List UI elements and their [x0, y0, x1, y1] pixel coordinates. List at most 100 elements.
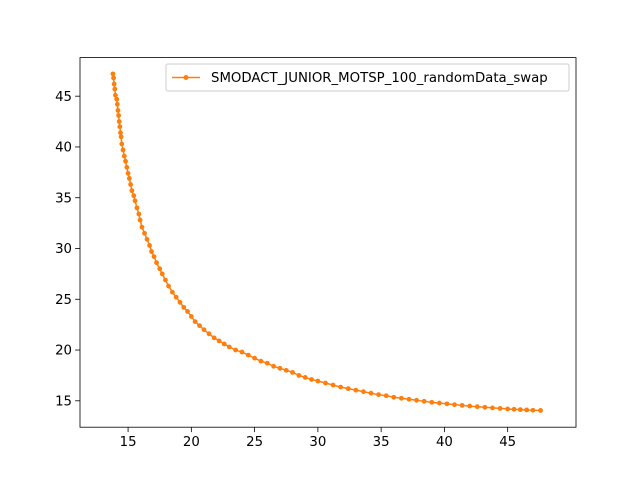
data-point [157, 266, 163, 272]
data-point [406, 396, 412, 402]
data-point [114, 101, 120, 107]
data-point [131, 193, 137, 199]
legend-label: SMODACT_JUNIOR_MOTSP_100_randomData_swap [211, 71, 548, 86]
data-point [111, 75, 116, 81]
data-point [192, 319, 198, 324]
data-point [115, 108, 121, 113]
data-point [309, 377, 314, 382]
y-tick-label: 20 [55, 344, 72, 359]
data-point [154, 260, 159, 266]
data-point [524, 407, 530, 413]
data-point [429, 399, 435, 405]
data-point [118, 134, 124, 140]
y-tick-label: 15 [55, 395, 72, 410]
y-tick-label: 30 [55, 242, 72, 257]
data-point [517, 407, 523, 413]
x-tick-label: 45 [499, 435, 516, 450]
data-point [166, 283, 171, 289]
x-axis: 15 20 25 30 35 40 45 [120, 427, 516, 450]
data-point [181, 304, 187, 310]
data-point [144, 236, 150, 242]
data-point [206, 331, 212, 337]
data-point [245, 352, 251, 358]
data-point [120, 147, 126, 153]
data-point [511, 406, 517, 412]
data-point [376, 392, 382, 398]
data-point [414, 397, 419, 403]
x-tick-label: 30 [309, 435, 326, 450]
data-point [421, 398, 427, 404]
data-point [361, 389, 366, 395]
data-point [136, 211, 142, 217]
data-point [188, 314, 194, 319]
data-point [368, 390, 374, 396]
data-point [185, 309, 190, 314]
data-point [452, 402, 457, 408]
data-point [233, 347, 239, 353]
data-point [110, 71, 116, 77]
data-point [113, 92, 118, 98]
data-point [323, 380, 328, 386]
y-tick-label: 40 [55, 141, 72, 156]
data-point [149, 249, 154, 254]
data-point [315, 378, 321, 384]
data-point [338, 384, 344, 390]
data-point [123, 158, 128, 164]
data-point [137, 217, 143, 223]
data-point [177, 299, 183, 305]
data-point [283, 367, 289, 373]
data-point [169, 289, 175, 295]
legend-marker-swatch [183, 75, 189, 80]
x-tick-label: 40 [436, 435, 453, 450]
data-point [139, 224, 145, 230]
data-point [398, 395, 404, 401]
data-point [126, 176, 132, 181]
y-tick-label: 25 [55, 293, 72, 308]
data-point [391, 394, 397, 400]
data-point [116, 113, 121, 118]
data-point [163, 277, 168, 283]
data-point [490, 405, 495, 411]
data-point [111, 81, 117, 87]
x-tick-label: 25 [246, 435, 263, 450]
data-point [264, 360, 270, 366]
data-point [505, 406, 511, 412]
x-tick-label: 20 [183, 435, 200, 450]
data-point [128, 182, 134, 187]
legend: SMODACT_JUNIOR_MOTSP_100_randomData_swap [165, 63, 570, 92]
y-tick-label: 35 [55, 191, 72, 206]
data-point [239, 349, 245, 355]
legend-box [165, 63, 570, 92]
series-layer [110, 71, 543, 413]
plot-area-frame [79, 57, 577, 428]
data-point [258, 358, 264, 364]
data-point [482, 404, 488, 410]
data-point [119, 141, 125, 147]
data-point [538, 408, 543, 413]
data-point [271, 363, 276, 369]
y-axis: 15 20 25 30 35 40 45 [55, 90, 80, 410]
data-point [132, 198, 138, 204]
data-point [147, 243, 152, 248]
x-tick-label: 15 [120, 435, 137, 450]
data-point [474, 404, 480, 410]
data-point [151, 254, 157, 260]
data-point [444, 401, 450, 407]
data-point [211, 335, 217, 341]
data-point [134, 205, 140, 211]
data-point [201, 327, 207, 333]
data-point [124, 164, 130, 170]
data-point [226, 344, 232, 350]
data-point [467, 403, 473, 409]
data-point [197, 323, 202, 329]
data-point [290, 369, 295, 375]
data-point [112, 86, 118, 92]
data-point [383, 393, 389, 399]
data-point [296, 373, 302, 378]
data-point [530, 407, 536, 413]
data-point [216, 338, 222, 344]
data-point [221, 341, 227, 347]
data-point [330, 382, 336, 388]
x-tick-label: 35 [373, 435, 390, 450]
